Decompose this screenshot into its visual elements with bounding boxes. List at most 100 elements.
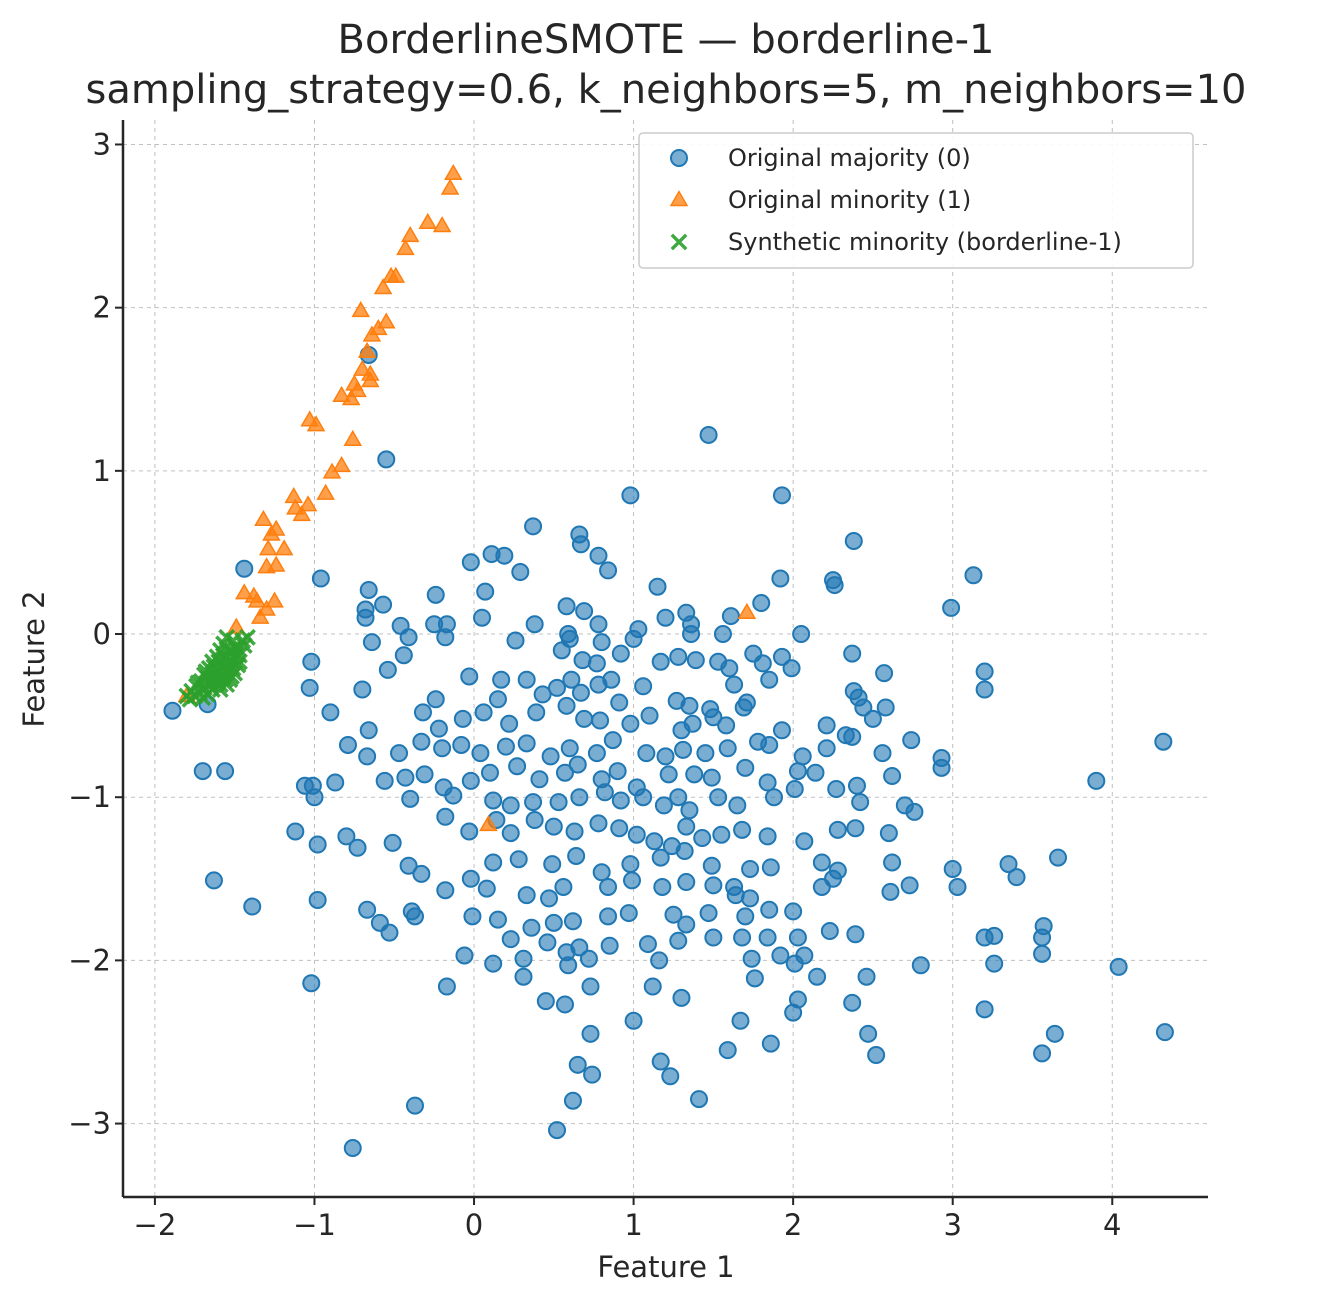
majority-point	[964, 566, 983, 585]
majority-point	[713, 625, 732, 644]
majority-point	[426, 690, 445, 709]
synthetic-point	[181, 690, 199, 708]
minority-point	[262, 524, 281, 541]
majority-point	[549, 793, 568, 812]
majority-point	[517, 670, 536, 689]
majority-point	[501, 796, 520, 815]
majority-point	[785, 780, 804, 799]
majority-point	[575, 602, 594, 621]
legend-marker-synthetic	[670, 233, 688, 251]
majority-point	[362, 633, 381, 652]
majority-point	[477, 879, 496, 898]
majority-point	[696, 744, 715, 763]
majority-point	[654, 796, 673, 815]
majority-point	[699, 904, 718, 923]
majority-point	[624, 629, 643, 648]
majority-point	[758, 827, 777, 846]
majority-point	[758, 928, 777, 947]
majority-point	[390, 744, 409, 763]
majority-point	[235, 559, 254, 578]
majority-point	[656, 747, 675, 766]
y-tick-label: −1	[68, 780, 111, 814]
majority-point	[1155, 1023, 1174, 1042]
majority-point	[426, 585, 445, 604]
y-tick-label: 3	[93, 127, 111, 161]
majority-point	[753, 654, 772, 673]
majority-point	[527, 703, 546, 722]
majority-point	[575, 709, 594, 728]
majority-point	[514, 967, 533, 986]
majority-point	[1033, 1044, 1052, 1063]
majority-point	[854, 698, 873, 717]
majority-point	[806, 763, 825, 782]
majority-point	[536, 992, 555, 1011]
minority-point	[362, 325, 382, 342]
majority-point	[1034, 917, 1053, 936]
majority-point	[734, 698, 753, 717]
majority-point	[817, 716, 836, 735]
minority-point	[357, 341, 377, 358]
majority-point	[999, 855, 1018, 874]
majority-point	[741, 860, 760, 879]
majority-point	[758, 773, 777, 792]
majority-point	[772, 721, 791, 740]
majority-point	[718, 1041, 737, 1060]
majority-point	[595, 783, 614, 802]
majority-point	[401, 789, 420, 808]
majority-point	[717, 716, 736, 735]
minority-point	[440, 178, 460, 195]
y-tick-label: 1	[93, 454, 111, 488]
majority-point	[374, 595, 393, 614]
minority-point	[254, 509, 273, 527]
majority-point	[772, 647, 791, 666]
majority-point	[702, 768, 721, 787]
majority-point	[808, 967, 827, 986]
majority-point	[568, 1055, 587, 1074]
majority-point	[286, 822, 305, 841]
majority-point	[876, 698, 895, 717]
majority-point	[771, 569, 790, 588]
majority-point	[216, 762, 235, 781]
majority-point	[501, 824, 520, 843]
majority-point	[621, 486, 640, 505]
majority-point	[731, 1011, 750, 1030]
majority-point	[522, 918, 541, 937]
majority-point	[587, 744, 606, 763]
majority-point	[559, 956, 578, 975]
majority-point	[879, 824, 898, 843]
majority-point	[611, 791, 630, 810]
majority-point	[429, 719, 448, 738]
majority-point	[495, 546, 514, 565]
majority-point	[788, 928, 807, 947]
majority-point	[204, 871, 223, 890]
x-tick-label: −1	[293, 1208, 336, 1242]
majority-point	[975, 662, 994, 681]
majority-point	[712, 825, 731, 844]
majority-point	[975, 680, 994, 699]
majority-point	[480, 763, 499, 782]
majority-point	[728, 796, 747, 815]
majority-point	[638, 935, 657, 954]
majority-point	[591, 711, 610, 730]
majority-point	[943, 860, 962, 879]
majority-point	[308, 891, 327, 910]
majority-point	[846, 925, 865, 944]
majority-point	[844, 682, 863, 701]
majority-point	[552, 641, 571, 660]
majority-point	[436, 628, 455, 647]
majority-point	[599, 907, 618, 926]
majority-point	[643, 977, 662, 996]
majority-point	[508, 757, 527, 776]
majority-point	[725, 675, 744, 694]
synthetic-point	[215, 646, 232, 664]
majority-point	[358, 900, 377, 919]
majority-point	[634, 677, 653, 696]
majority-point	[453, 709, 472, 728]
majority-point	[399, 628, 418, 647]
majority-point	[640, 706, 659, 725]
majority-point	[243, 897, 262, 916]
majority-point	[461, 553, 480, 572]
majority-point	[538, 933, 557, 952]
majority-point	[476, 582, 495, 601]
